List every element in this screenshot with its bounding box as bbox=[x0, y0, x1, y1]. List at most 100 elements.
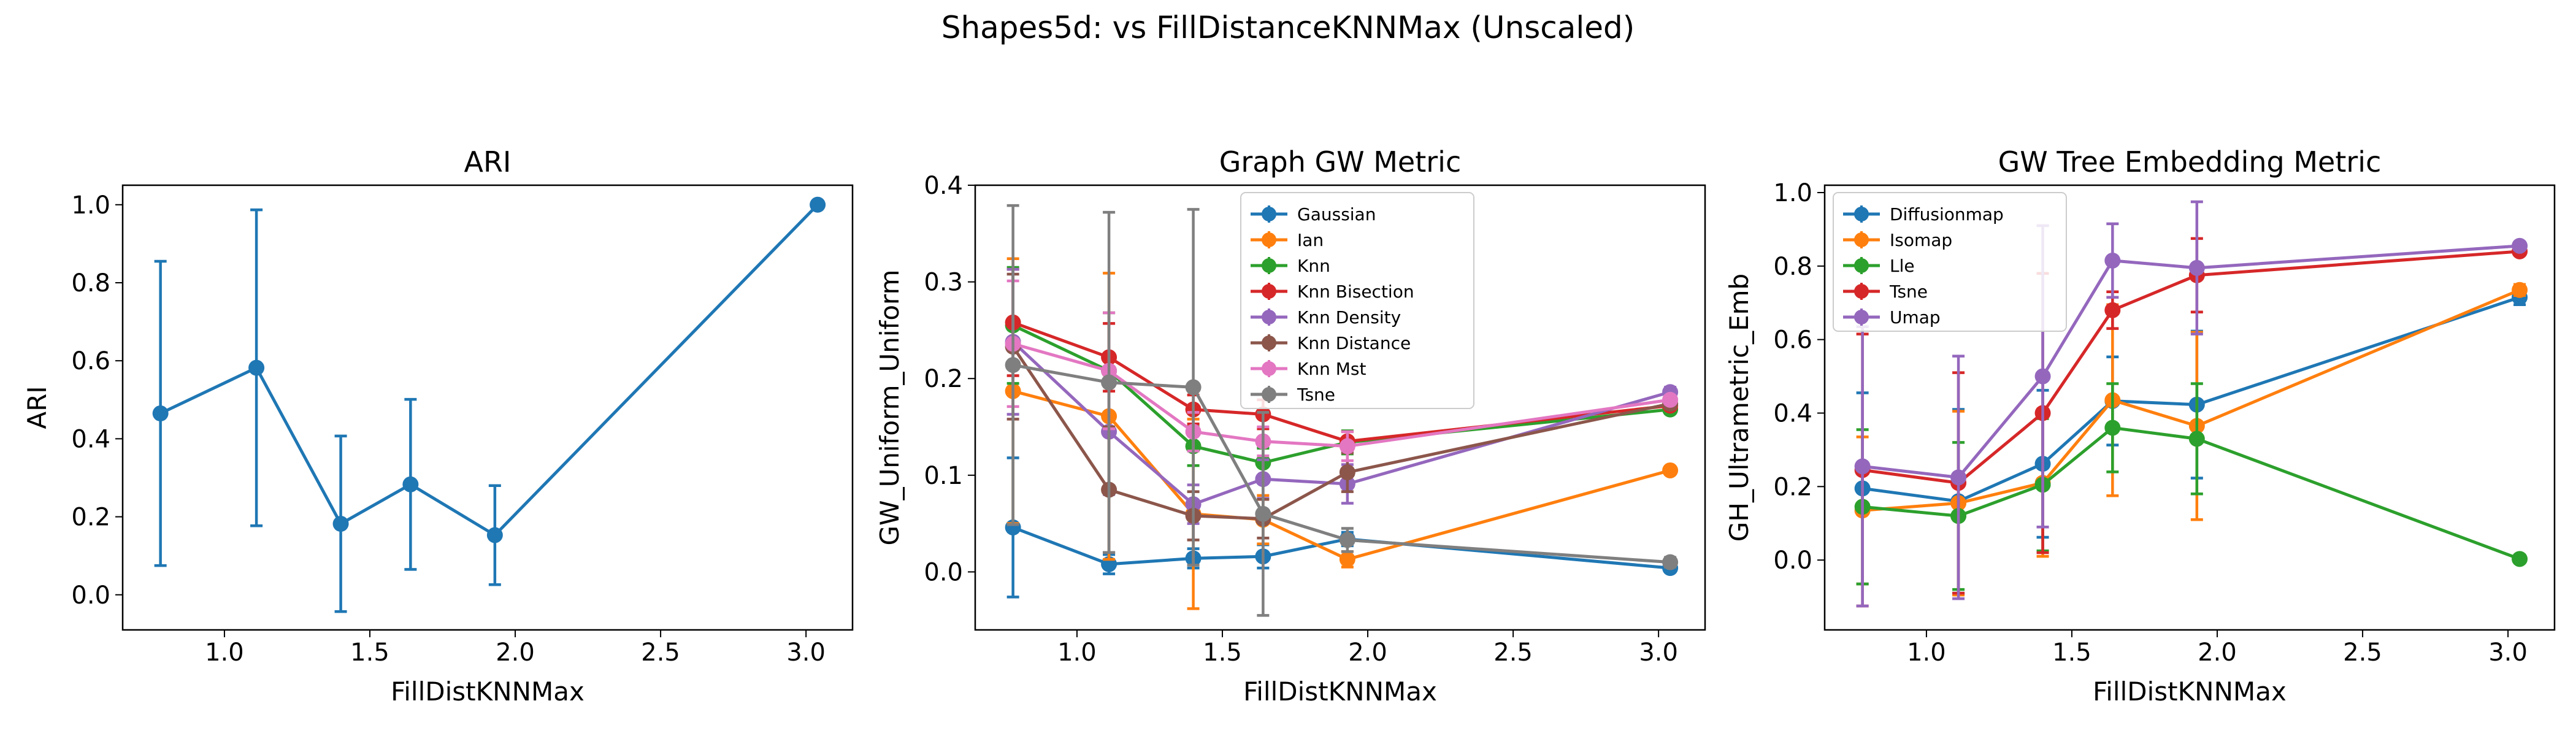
legend-item: Knn bbox=[1251, 256, 1330, 276]
x-tick-label: 2.0 bbox=[2198, 638, 2237, 667]
legend-marker bbox=[1854, 232, 1869, 247]
x-tick-label: 1.0 bbox=[1057, 638, 1097, 667]
legend-marker bbox=[1854, 284, 1869, 299]
data-point bbox=[1339, 551, 1355, 567]
legend-item: Umap bbox=[1843, 307, 1941, 328]
series-line bbox=[1012, 321, 1671, 443]
plot-area bbox=[1005, 204, 1679, 617]
legend-item: Knn Mst bbox=[1251, 359, 1367, 379]
series-line bbox=[159, 204, 819, 537]
data-point bbox=[1950, 469, 1967, 486]
y-tick-label: 0.0 bbox=[924, 558, 963, 586]
data-point bbox=[2104, 302, 2121, 318]
x-axis-label: FillDistKNNMax bbox=[1243, 677, 1437, 707]
legend-label: Umap bbox=[1890, 307, 1941, 328]
series-line bbox=[1862, 244, 2520, 479]
data-point bbox=[1255, 505, 1271, 522]
chart-title: GW Tree Embedding Metric bbox=[1998, 145, 2382, 178]
data-point bbox=[332, 516, 349, 532]
y-axis-label: GH_Ultrametric_Emb bbox=[1724, 274, 1754, 542]
x-tick-label: 2.5 bbox=[2343, 638, 2382, 667]
data-point bbox=[2512, 282, 2528, 298]
series-tsne bbox=[1005, 204, 1679, 617]
legend-marker bbox=[1854, 258, 1869, 273]
panels: ARI 1.0 1.5 2.0 2.5 3.0 0.0 0.2 0.4 0.6 0.8 1.0 Fill… bbox=[22, 145, 2556, 707]
x-tick-label: 1.5 bbox=[2052, 638, 2091, 667]
legend-label: Diffusionmap bbox=[1890, 204, 2004, 224]
data-point bbox=[152, 405, 169, 422]
legend-marker bbox=[1262, 310, 1276, 324]
x-tick-label: 1.5 bbox=[1203, 638, 1242, 667]
data-point bbox=[810, 196, 826, 213]
data-point bbox=[1339, 532, 1355, 548]
chart-title: Graph GW Metric bbox=[1219, 145, 1461, 178]
legend-marker bbox=[1262, 258, 1276, 273]
x-tick-label: 2.5 bbox=[641, 638, 680, 667]
legend-item: Isomap bbox=[1843, 230, 1952, 250]
axes-frame bbox=[1823, 184, 2556, 631]
y-axis-label: ARI bbox=[22, 386, 52, 429]
legend-frame bbox=[1833, 192, 2067, 332]
legend-label: Knn Mst bbox=[1297, 359, 1367, 379]
data-point bbox=[2104, 252, 2121, 269]
y-tick-label: 0.2 bbox=[924, 365, 963, 393]
legend-item: Gaussian bbox=[1251, 204, 1376, 224]
data-point bbox=[248, 359, 265, 376]
series-line bbox=[1012, 342, 1671, 448]
data-point bbox=[1854, 458, 1871, 475]
y-tick-label: 0.6 bbox=[71, 347, 110, 375]
data-point bbox=[2188, 259, 2205, 276]
legend-item: Ian bbox=[1251, 230, 1324, 250]
legend-label: Tsne bbox=[1297, 385, 1335, 405]
y-tick-label: 0.6 bbox=[1773, 326, 1812, 355]
chart-panel-3: GW Tree Embedding Metric 1.0 1.5 2.0 2.5 3.0 0… bbox=[1724, 145, 2556, 707]
legend-label: Isomap bbox=[1890, 230, 1952, 250]
data-point bbox=[2512, 551, 2528, 567]
data-point bbox=[1662, 554, 1679, 570]
legend-label: Gaussian bbox=[1297, 204, 1376, 224]
data-point bbox=[2034, 368, 2051, 385]
legend-label: Knn Density bbox=[1297, 307, 1401, 328]
series-line bbox=[1011, 340, 1671, 506]
series-line bbox=[1013, 363, 1671, 564]
data-point bbox=[1339, 464, 1355, 481]
plot-area bbox=[1854, 200, 2528, 608]
x-tick-label: 1.0 bbox=[205, 638, 244, 667]
chart-title: ARI bbox=[464, 145, 512, 178]
x-tick-label: 3.0 bbox=[786, 638, 826, 667]
y-tick-label: 1.0 bbox=[71, 191, 110, 220]
y-tick-label: 0.2 bbox=[71, 504, 110, 532]
data-point bbox=[1185, 379, 1202, 396]
x-tick-label: 2.0 bbox=[1348, 638, 1387, 667]
y-tick-label: 0.1 bbox=[924, 462, 963, 490]
x-axis-label: FillDistKNNMax bbox=[391, 677, 585, 707]
legend-marker bbox=[1262, 387, 1276, 402]
axes-frame bbox=[974, 184, 1706, 631]
legend-marker bbox=[1262, 232, 1276, 247]
y-tick-label: 0.0 bbox=[1773, 546, 1812, 575]
data-point bbox=[1005, 357, 1021, 374]
legend-label: Knn Bisection bbox=[1297, 282, 1414, 302]
legend-marker bbox=[1262, 361, 1276, 376]
x-tick-label: 1.0 bbox=[1907, 638, 1946, 667]
legend: Diffusionmap Isomap Lle Tsne Umap bbox=[1833, 192, 2067, 332]
series-line bbox=[1862, 296, 2520, 503]
x-tick-label: 2.5 bbox=[1493, 638, 1533, 667]
series-line bbox=[1862, 426, 2520, 561]
chart-panel-1: ARI 1.0 1.5 2.0 2.5 3.0 0.0 0.2 0.4 0.6 0.8 1.0 Fill… bbox=[22, 145, 854, 707]
data-point bbox=[486, 527, 503, 543]
legend-item: Lle bbox=[1843, 256, 1915, 276]
x-tick-label: 2.0 bbox=[496, 638, 535, 667]
legend-label: Ian bbox=[1297, 230, 1324, 250]
y-axis-label: GW_Uniform_Uniform bbox=[875, 270, 905, 546]
legend-marker bbox=[1262, 335, 1276, 350]
y-tick-label: 0.0 bbox=[71, 581, 110, 610]
legend-item: Knn Bisection bbox=[1251, 282, 1414, 302]
x-tick-label: 3.0 bbox=[1639, 638, 1678, 667]
y-tick-label: 0.4 bbox=[924, 172, 963, 200]
y-tick-label: 0.8 bbox=[71, 269, 110, 297]
y-tick-label: 0.2 bbox=[1773, 473, 1812, 501]
legend-label: Lle bbox=[1890, 256, 1915, 276]
y-tick-label: 0.4 bbox=[1773, 399, 1812, 427]
